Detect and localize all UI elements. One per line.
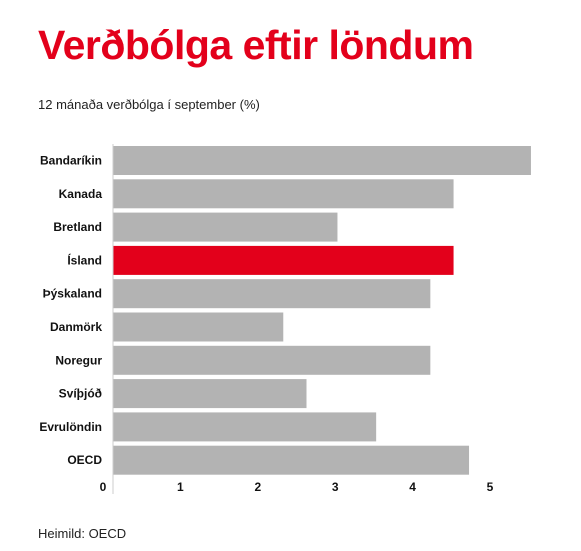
chart-subtitle: 12 mánaða verðbólga í september (%)	[38, 97, 260, 112]
bars-group	[113, 146, 531, 475]
bar-kanada	[113, 179, 454, 209]
category-label-evrulondin: Evrulöndin	[39, 420, 102, 434]
chart-title: Verðbólga eftir löndum	[38, 22, 474, 68]
bar-svithjod	[113, 379, 307, 409]
category-labels: Bandaríkin Kanada Bretland Ísland Þýskaland D…	[39, 154, 102, 468]
x-tick-3: 3	[332, 480, 339, 494]
category-label-bretland: Bretland	[53, 220, 102, 234]
x-tick-0: 0	[100, 480, 107, 494]
category-label-svithjod: Svíþjóð	[59, 387, 102, 401]
category-label-kanada: Kanada	[59, 187, 103, 201]
x-tick-5: 5	[487, 480, 494, 494]
x-tick-labels: 0 1 2 3 4 5	[100, 480, 494, 494]
category-label-oecd: OECD	[67, 453, 102, 467]
x-tick-2: 2	[254, 480, 261, 494]
category-label-bandarikin: Bandaríkin	[40, 154, 102, 168]
bar-oecd	[113, 445, 470, 475]
bar-noregur	[113, 345, 431, 375]
x-tick-4: 4	[409, 480, 416, 494]
source-note: Heimild: OECD	[38, 526, 127, 541]
category-label-danmork: Danmörk	[50, 320, 102, 334]
x-tick-1: 1	[177, 480, 184, 494]
bar-bretland	[113, 212, 338, 242]
category-label-thyskaland: Þýskaland	[43, 287, 102, 301]
bar-evrulondin	[113, 412, 377, 442]
bar-thyskaland	[113, 279, 431, 309]
category-label-island: Ísland	[67, 252, 102, 267]
bar-danmork	[113, 312, 284, 342]
bar-bandarikin	[113, 146, 531, 175]
bar-island	[113, 245, 454, 275]
category-label-noregur: Noregur	[55, 353, 102, 367]
